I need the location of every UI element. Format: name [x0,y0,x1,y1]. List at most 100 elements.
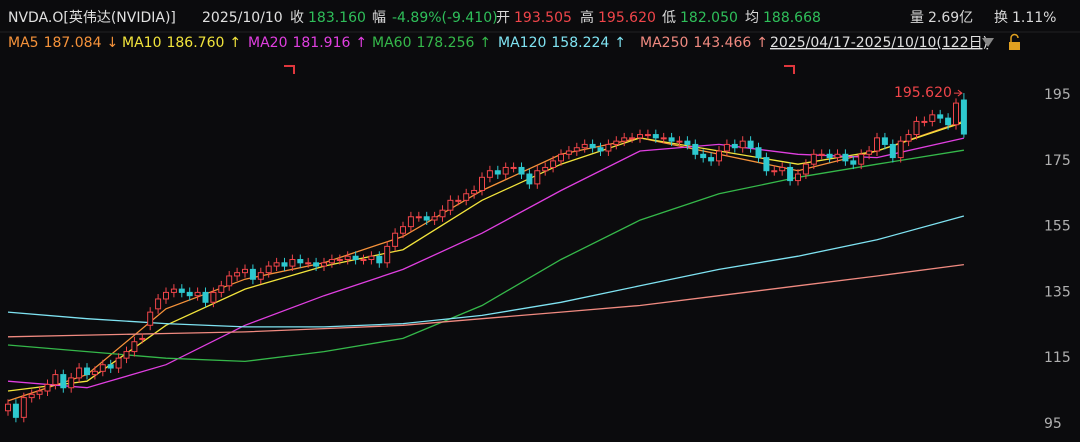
candle-body [565,150,572,155]
field-value: 183.160 [308,10,366,26]
legend-entry: MA20 181.916 ↑ [248,35,367,51]
field-value: 188.668 [763,10,821,26]
candle-body [400,226,406,234]
quote-fields: 收 183.160 幅 -4.89%(-9.410)开 193.505 高 195.620 低… [290,9,1056,26]
y-tick-label: 175 [1044,153,1071,169]
candle-body [921,120,928,123]
candle-body [558,153,564,162]
candle-body [502,166,509,175]
candle-body [170,288,177,293]
candle-body [352,255,359,261]
corner-mark [784,65,795,74]
candle-body [858,153,865,165]
candle-body [178,288,185,293]
candle-body [297,259,304,264]
candle-body [123,351,130,359]
candle-body [660,137,667,140]
lock-icon[interactable] [1009,33,1020,51]
candle-body [242,268,248,274]
legend-name: MA20 [248,35,287,51]
legend-label: 186.760 [166,35,224,51]
legend-arrow: ↑ [229,35,241,51]
plot-area: 95 115 135 155 175 195 195.620 [5,85,1071,432]
candle-body [439,209,446,218]
candle-body [218,285,225,293]
candle-body [534,170,541,185]
candle-body [155,298,162,310]
candle-body [289,259,296,267]
field-value: 2.69亿 [928,10,973,26]
candle-body [249,268,256,280]
date-range[interactable]: 2025/04/17-2025/10/10(122日) [770,35,988,51]
field-label: 幅 [372,10,386,26]
symbol: NVDA.O[英伟达(NVIDIA)] [8,9,176,26]
candle-body [313,262,320,267]
y-tick-label: 155 [1044,219,1071,235]
legend-name: MA10 [122,35,161,51]
field-label: 量 [910,10,924,26]
candle-body [589,143,596,149]
candle-body [471,189,478,195]
legend-label: 158.224 [551,35,609,51]
candle-body [368,255,375,261]
candle-body [644,134,651,137]
ma-line [7,215,965,328]
y-tick-label: 195 [1044,87,1071,103]
candle-body [265,265,272,274]
candle-body [581,143,588,149]
candle-body [795,173,801,182]
candle-body [787,166,794,182]
max-label: 195.620 [894,85,952,101]
candle-body [234,272,241,277]
candle-body [226,275,233,287]
candle-body [945,117,952,126]
candle-body [700,153,707,159]
legend-name: MA60 [372,35,411,51]
candle-body [44,383,51,392]
candle-body [613,140,620,145]
date: 2025/10/10 [202,10,283,26]
candle-body [676,140,683,143]
ma-line [7,137,965,389]
candle-body [60,374,67,389]
candle-body [731,143,738,149]
field-value: -4.89%(-9.410) [392,10,498,26]
candle-body [897,140,904,159]
candle-body [328,259,335,264]
legend-entry: MA250 143.466 ↑ [640,35,768,51]
candle-body [76,367,83,379]
candle-body [684,140,691,145]
legend-entry: MA120 158.224 ↑ [498,35,626,51]
candle-body [960,99,967,135]
candle-body [147,311,154,326]
candle-body [163,291,169,300]
candle-body [621,137,628,142]
candle-body [668,137,675,142]
candle-body [415,216,422,219]
legend-entry: MA5 187.084 ↓ [8,35,118,51]
candle-body [321,262,327,267]
dropdown-icon[interactable] [982,38,994,47]
candle-body [384,245,391,264]
legend-name: MA5 [8,35,39,51]
candle-body [763,157,770,172]
field-value: 182.050 [680,10,738,26]
candle-body [139,337,146,340]
legend-label: 187.084 [44,35,102,51]
legend-arrow: ↑ [355,35,367,51]
candle-body [494,170,501,175]
candle-body [716,150,722,162]
field-value: 1.11% [1012,10,1056,26]
legend-arrow: ↑ [614,35,626,51]
candle-body [431,216,438,221]
candle-body [739,140,746,149]
candle-body [818,153,825,156]
candle-body [281,262,288,267]
legend-name: MA250 [640,35,688,51]
candle-body [257,272,264,280]
candle-body [5,403,11,412]
candle-body [605,143,612,152]
legend-arrow: ↑ [756,35,768,51]
